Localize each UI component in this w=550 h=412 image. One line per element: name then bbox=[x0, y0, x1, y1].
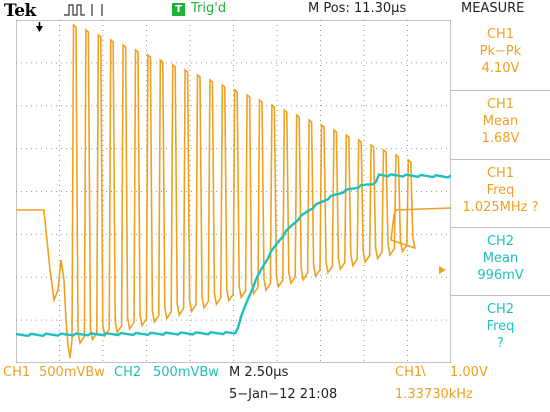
horizontal-position: M Pos: 11.30µs bbox=[308, 1, 407, 16]
measurement-name: Freq bbox=[486, 319, 515, 334]
trigger-source: CH1 bbox=[395, 365, 423, 380]
measurement-ch1-mean[interactable]: CH1 Mean 1.68V bbox=[451, 90, 550, 159]
measurement-ch2-mean[interactable]: CH2 Mean 996mV bbox=[451, 227, 550, 295]
trigger-slope-icon: \ bbox=[421, 364, 426, 379]
ch2-trace-line bbox=[16, 173, 451, 338]
measurement-name: Mean bbox=[482, 114, 519, 129]
measure-panel-title: MEASURE bbox=[461, 1, 525, 16]
measurement-channel: CH1 bbox=[486, 27, 515, 42]
trigger-position-marker bbox=[36, 26, 43, 32]
measurement-value: 1.68V bbox=[481, 131, 520, 146]
measurement-ch1-pkpk[interactable]: CH1 Pk−Pk 4.10V bbox=[451, 20, 550, 90]
measurement-ch1-freq[interactable]: CH1 Freq 1.025MHz ? bbox=[451, 159, 550, 227]
trigger-badge: T bbox=[172, 3, 185, 16]
ch1-scale: 500mVBw bbox=[39, 365, 105, 380]
measurement-value: ? bbox=[497, 336, 504, 351]
measurement-value: 4.10V bbox=[481, 61, 520, 76]
trigger-mode-icon bbox=[64, 4, 103, 16]
measurement-channel: CH1 bbox=[486, 166, 515, 181]
date-time: 5−Jan−12 21:08 bbox=[229, 387, 338, 402]
trigger-frequency: 1.33730kHz bbox=[395, 387, 473, 402]
ch2-scale: 500mVBw bbox=[153, 365, 219, 380]
measurement-channel: CH2 bbox=[486, 234, 515, 249]
status-bar: Tek T Trig'd M Pos: 11.30µs MEASURE bbox=[0, 0, 550, 21]
ch2-waveform bbox=[16, 173, 451, 338]
measure-panel: CH1 Pk−Pk 4.10V CH1 Mean 1.68V CH1 Freq … bbox=[451, 20, 550, 363]
trigger-level-marker bbox=[439, 266, 446, 274]
measurement-channel: CH1 bbox=[486, 97, 515, 112]
trigger-status: Trig'd bbox=[191, 1, 227, 16]
measurement-value: 1.025MHz ? bbox=[462, 200, 539, 215]
trigger-level: 1.00V bbox=[450, 365, 488, 380]
ch2-ground-marker: 2+ bbox=[16, 350, 17, 363]
waveform-display[interactable]: 2+ bbox=[16, 20, 451, 363]
measurement-value: 996mV bbox=[477, 268, 524, 283]
brand-logo: Tek bbox=[4, 1, 36, 21]
ch1-label: CH1 bbox=[3, 365, 31, 380]
timebase: M 2.50µs bbox=[229, 365, 289, 380]
measurement-channel: CH2 bbox=[486, 302, 515, 317]
measurement-name: Freq bbox=[486, 183, 515, 198]
ch2-label: CH2 bbox=[114, 365, 142, 380]
settings-bar: CH1 500mVBw CH2 500mVBw M 2.50µs 5−Jan−1… bbox=[0, 363, 550, 412]
measurement-name: Mean bbox=[482, 251, 519, 266]
measurement-name: Pk−Pk bbox=[479, 44, 522, 59]
measurement-ch2-freq[interactable]: CH2 Freq ? bbox=[451, 295, 550, 363]
